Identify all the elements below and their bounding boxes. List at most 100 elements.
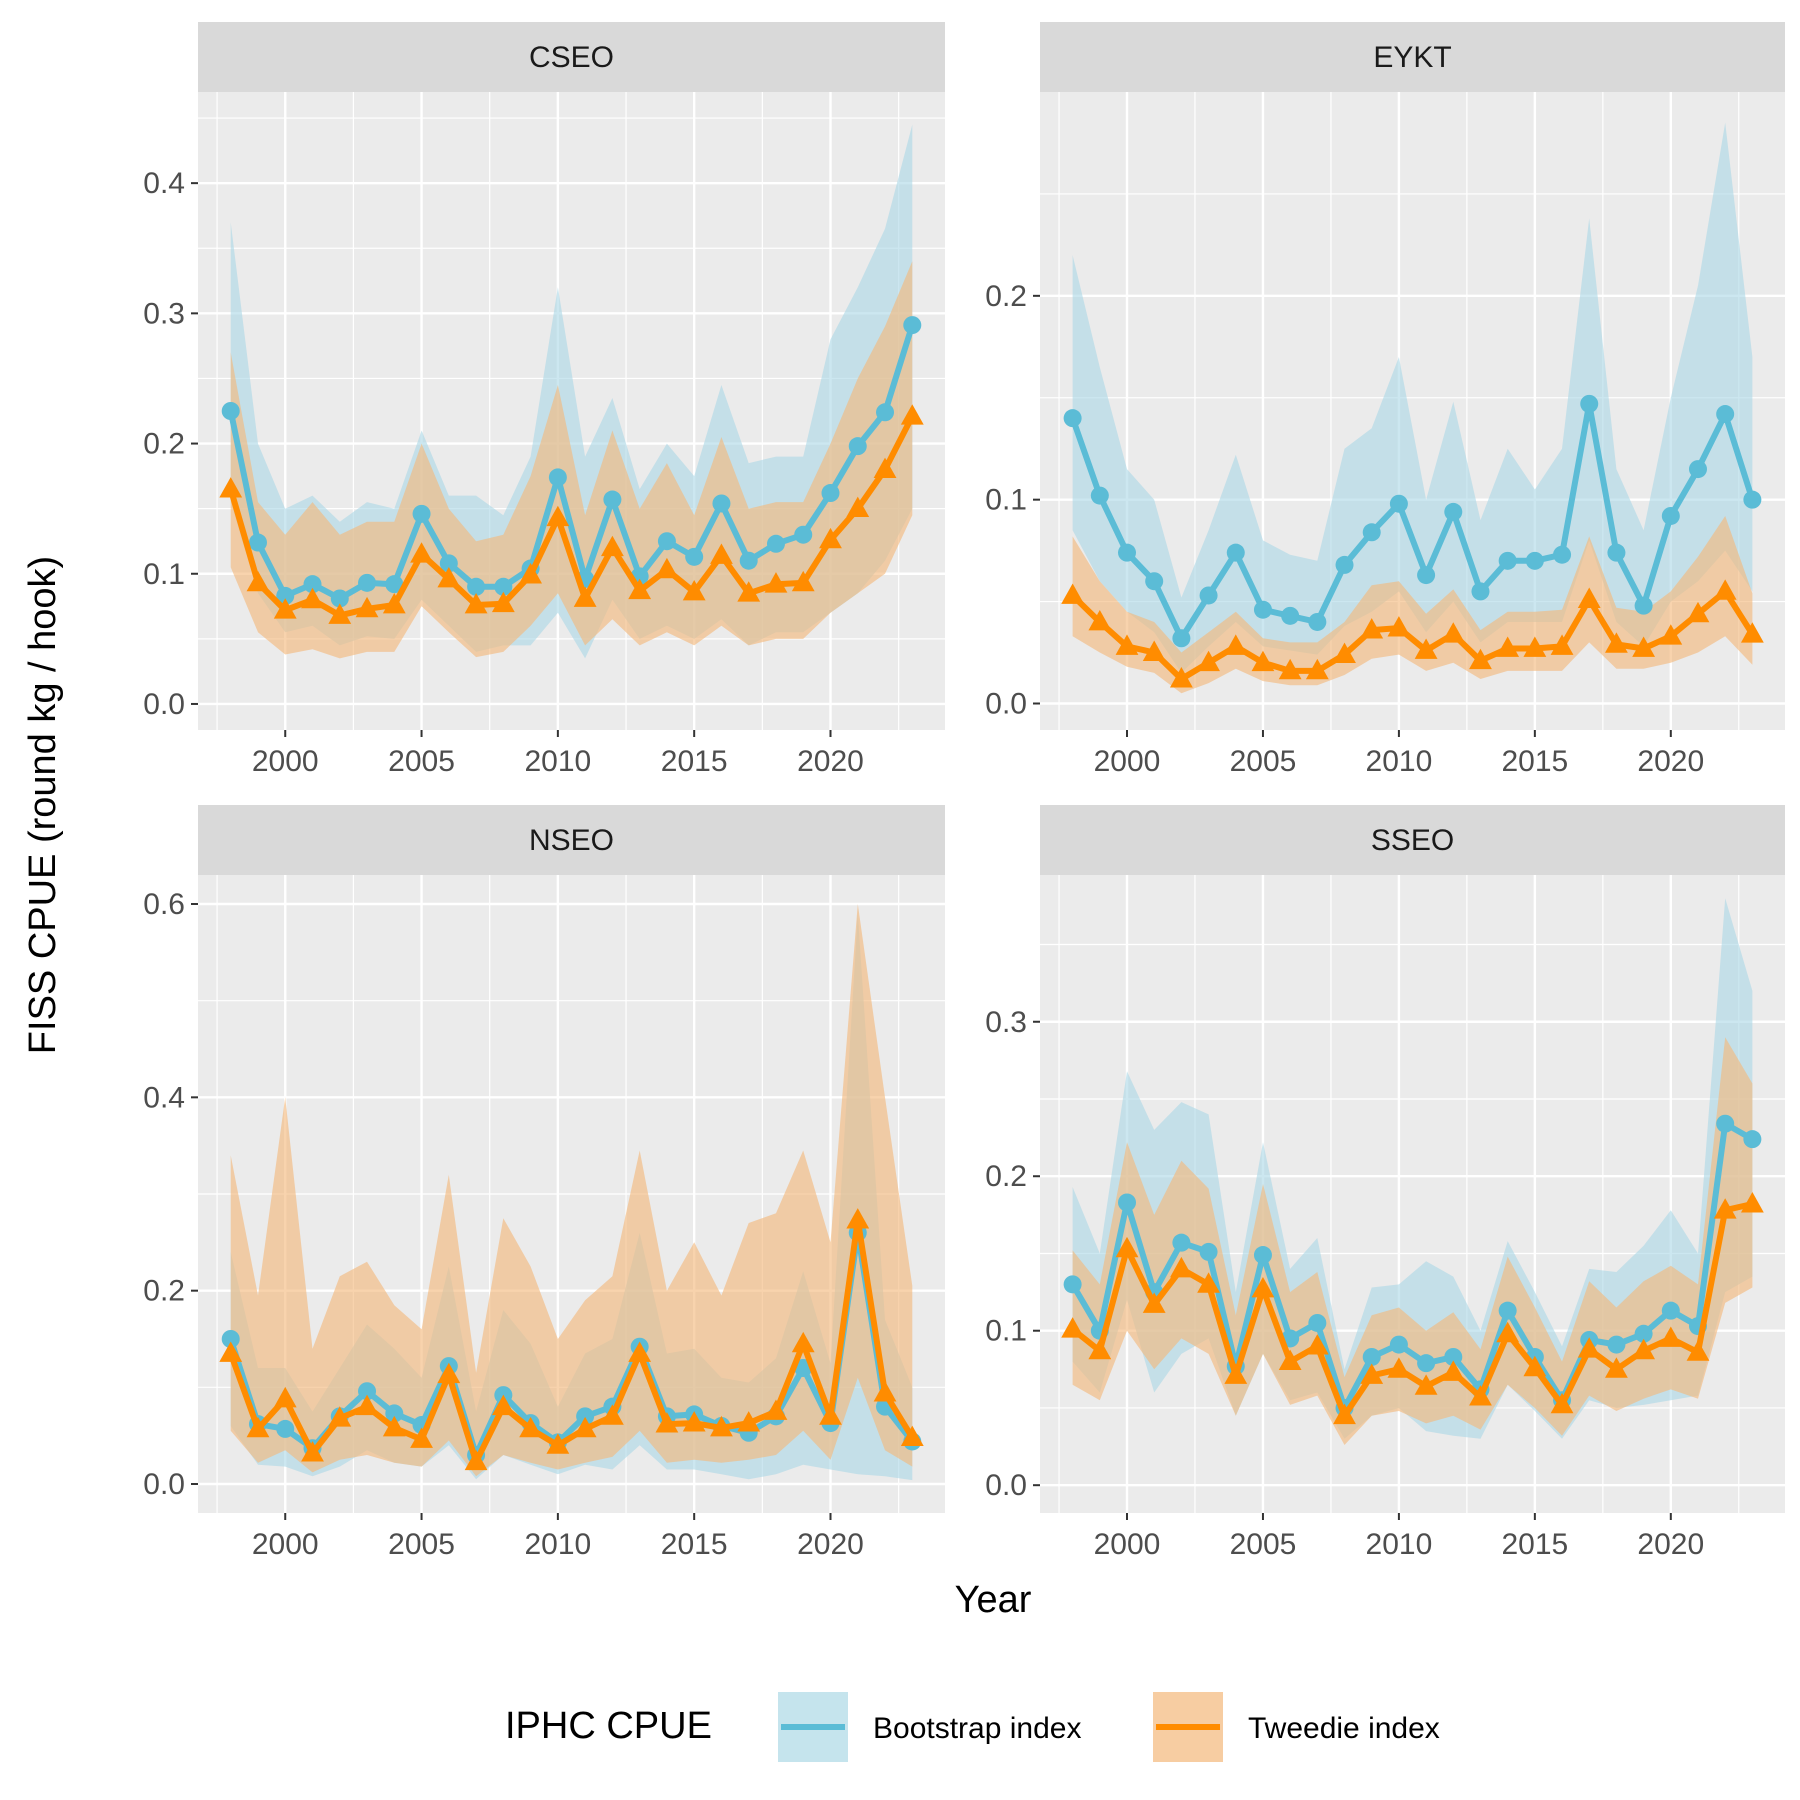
data-point-bootstrap (1118, 1193, 1137, 1212)
data-point-tweedie (355, 596, 379, 618)
data-point-tweedie (1360, 618, 1384, 639)
data-point-tweedie (464, 1449, 488, 1471)
data-point-bootstrap (739, 551, 758, 570)
data-point-bootstrap (1335, 555, 1354, 574)
data-point-tweedie (1278, 1349, 1302, 1371)
data-point-bootstrap (1688, 460, 1707, 479)
data-point-tweedie (1441, 1360, 1465, 1381)
data-point-bootstrap (221, 1330, 240, 1348)
data-point-tweedie (1605, 1357, 1628, 1378)
data-point-tweedie (1115, 1236, 1139, 1258)
data-point-tweedie (682, 1411, 706, 1432)
data-point-bootstrap (358, 573, 377, 592)
data-point-tweedie (1686, 1340, 1710, 1361)
data-point-bootstrap (1253, 1246, 1272, 1265)
data-point-tweedie (1550, 1392, 1574, 1414)
x-tick-label: 2005 (1230, 745, 1297, 778)
data-point-tweedie (710, 1415, 733, 1437)
data-point-tweedie (1469, 648, 1492, 670)
data-point-tweedie (655, 1412, 679, 1433)
data-point-tweedie (273, 1386, 297, 1408)
data-point-tweedie (301, 1441, 324, 1462)
data-point-bootstrap (1389, 1335, 1408, 1354)
data-point-tweedie (1333, 642, 1356, 663)
data-point-tweedie (791, 570, 815, 592)
data-point-tweedie (1251, 1277, 1275, 1298)
data-point-tweedie (491, 1394, 515, 1416)
data-point-tweedie (1169, 667, 1193, 688)
y-tick-label: 0.0 (985, 688, 1027, 721)
data-point-tweedie (301, 587, 324, 609)
data-point-tweedie (1360, 1363, 1384, 1384)
data-point-tweedie (1659, 624, 1683, 645)
data-point-bootstrap (385, 1404, 404, 1423)
data-point-bootstrap (1716, 1114, 1735, 1133)
data-point-tweedie (737, 1411, 761, 1432)
data-point-tweedie (628, 1341, 652, 1362)
data-point-tweedie (1224, 1363, 1248, 1384)
data-point-tweedie (628, 578, 652, 600)
data-point-bootstrap (221, 402, 240, 420)
panel-cseo: CSEO 2000 2005 2010 2015 2020 0.0 0.1 0.2 0.3 0.4 (143, 22, 945, 778)
data-point-bootstrap (1362, 523, 1381, 542)
x-tick-label: 2000 (252, 1528, 319, 1561)
data-point-bootstrap (1743, 1130, 1762, 1149)
data-point-tweedie (1387, 616, 1411, 637)
data-point-bootstrap (330, 589, 349, 608)
data-point-tweedie (710, 543, 733, 564)
data-point-tweedie (573, 1416, 597, 1438)
data-point-bootstrap (876, 403, 895, 422)
data-point-tweedie (791, 1331, 815, 1353)
data-point-tweedie (737, 581, 761, 602)
data-point-tweedie (437, 1362, 461, 1384)
data-point-tweedie (1115, 634, 1139, 655)
x-tick-label: 2020 (797, 745, 864, 778)
x-tick-label: 2020 (797, 1528, 864, 1561)
data-point-tweedie (1632, 1338, 1656, 1360)
data-point-bootstrap (548, 468, 567, 487)
data-point-tweedie (1523, 1355, 1547, 1377)
data-point-bootstrap (467, 577, 486, 596)
data-point-bootstrap (276, 1419, 295, 1438)
data-point-tweedie (655, 557, 679, 579)
data-point-bootstrap (794, 525, 813, 544)
legend: IPHC CPUE Bootstrap index Tweedie index (505, 1692, 1440, 1762)
data-point-bootstrap (1253, 600, 1272, 619)
data-point-tweedie (546, 505, 570, 527)
x-tick-label: 2010 (1366, 1528, 1433, 1561)
data-point-tweedie (1577, 587, 1601, 608)
data-point-tweedie (682, 579, 706, 601)
legend-label-bootstrap: Bootstrap index (873, 1712, 1081, 1745)
panel-eykt: EYKT 2000 2005 2010 2015 2020 0.0 0.1 0.2 (985, 22, 1785, 778)
data-point-tweedie (1061, 583, 1085, 604)
data-point-tweedie (437, 566, 461, 588)
legend-label-tweedie: Tweedie index (1248, 1712, 1440, 1745)
x-tick-label: 2005 (388, 745, 455, 778)
data-point-tweedie (1414, 638, 1438, 659)
panel-sseo: SSEO 2000 2005 2010 2015 2020 0.0 0.1 0.2 0.3 (985, 805, 1785, 1561)
data-point-tweedie (1305, 658, 1329, 680)
data-point-tweedie (1251, 650, 1275, 672)
data-point-tweedie (846, 1208, 870, 1229)
data-point-tweedie (1469, 1385, 1492, 1406)
data-point-tweedie (1523, 636, 1547, 657)
data-point-bootstrap (303, 575, 322, 594)
ribbon-tweedie (230, 904, 913, 1477)
x-axis-title: Year (955, 1579, 1032, 1621)
data-point-tweedie (1496, 1321, 1520, 1343)
data-point-bootstrap (1281, 606, 1300, 625)
y-tick-label: 0.0 (143, 688, 185, 721)
data-point-bootstrap (1063, 409, 1082, 428)
data-point-tweedie (1169, 1256, 1193, 1278)
y-tick-label: 0.1 (143, 558, 185, 591)
data-point-tweedie (1713, 1198, 1737, 1219)
data-point-tweedie (764, 1399, 788, 1420)
x-tick-label: 2020 (1637, 745, 1704, 778)
data-point-tweedie (355, 1394, 379, 1416)
data-point-tweedie (1740, 622, 1764, 643)
facet-strip (198, 805, 945, 875)
facet-strip-label: SSEO (1371, 824, 1454, 857)
data-point-tweedie (819, 527, 842, 549)
data-point-tweedie (1278, 658, 1302, 680)
data-point-bootstrap (439, 554, 458, 573)
